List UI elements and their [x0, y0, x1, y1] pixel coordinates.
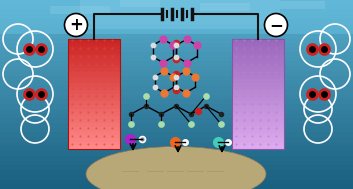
Ellipse shape: [86, 146, 266, 189]
Bar: [232, 39, 284, 149]
Text: +: +: [69, 16, 83, 34]
Text: −: −: [269, 16, 283, 34]
Bar: [68, 39, 120, 149]
